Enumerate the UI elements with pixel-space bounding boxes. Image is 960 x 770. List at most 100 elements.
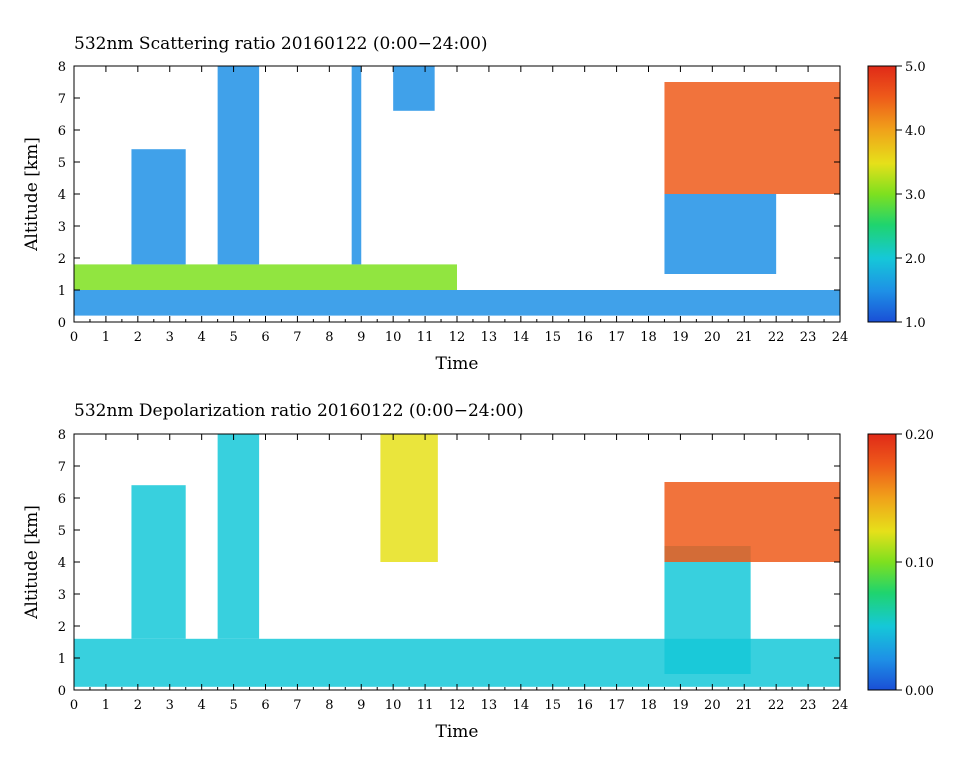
x-tick-label: 17 xyxy=(608,698,625,713)
panel-2-colorbar-ticks: 0.00 0.10 0.20 xyxy=(896,428,934,699)
x-tick-label: 2 xyxy=(134,330,142,345)
y-tick-label: 5 xyxy=(58,156,66,171)
x-tick-label: 17 xyxy=(608,330,625,345)
y-tick-label: 6 xyxy=(58,124,66,139)
y-tick-label: 4 xyxy=(58,188,66,203)
x-tick-label: 13 xyxy=(481,698,498,713)
x-tick-label: 9 xyxy=(357,698,365,713)
x-tick-label: 8 xyxy=(325,698,333,713)
colorbar-tick-label: 3.0 xyxy=(905,188,926,203)
heatmap-layer-4 xyxy=(351,66,362,265)
x-tick-label: 23 xyxy=(800,698,817,713)
colorbar-tick-label: 0.10 xyxy=(905,556,934,571)
panel-2-x-ticks: 0 1 2 3 4 5 6 7 8 9 10 11 12 13 14 15 16 17 18 19 20 21 22 23 24 xyxy=(70,434,848,713)
x-tick-label: 24 xyxy=(832,330,849,345)
y-tick-label: 5 xyxy=(58,524,66,539)
heatmap-layer-3 xyxy=(217,66,260,265)
heatmap-layer-6 xyxy=(664,82,840,194)
colorbar-tick-label: 1.0 xyxy=(905,316,926,331)
heatmap-layer-4 xyxy=(664,546,751,674)
panel-2-title: 532nm Depolarization ratio 20160122 (0:0… xyxy=(74,401,524,421)
x-tick-label: 12 xyxy=(449,330,466,345)
y-tick-label: 8 xyxy=(58,60,66,75)
x-tick-label: 13 xyxy=(481,330,498,345)
x-tick-label: 22 xyxy=(768,330,785,345)
x-tick-label: 14 xyxy=(513,330,530,345)
x-tick-label: 9 xyxy=(357,330,365,345)
x-tick-label: 3 xyxy=(166,330,174,345)
heatmap-layer-1 xyxy=(74,264,457,290)
panel-depolarization-ratio: 532nm Depolarization ratio 20160122 (0:0… xyxy=(22,401,934,742)
x-tick-label: 20 xyxy=(704,330,721,345)
x-tick-label: 5 xyxy=(229,330,237,345)
panel-1-y-ticks: 0 1 2 3 4 5 6 7 8 xyxy=(58,60,840,331)
y-tick-label: 1 xyxy=(58,652,66,667)
x-tick-label: 1 xyxy=(102,330,110,345)
panel-2-y-axis-label: Altitude [km] xyxy=(22,505,42,620)
heatmap-layer-7 xyxy=(664,194,777,274)
panel-1-colorbar-ticks: 1.0 2.0 3.0 4.0 5.0 xyxy=(896,60,926,331)
x-tick-label: 6 xyxy=(261,698,269,713)
y-tick-label: 7 xyxy=(58,460,66,475)
x-tick-label: 8 xyxy=(325,330,333,345)
x-tick-label: 2 xyxy=(134,698,142,713)
x-tick-label: 11 xyxy=(417,330,434,345)
heatmap-layer-1 xyxy=(131,485,186,639)
x-tick-label: 21 xyxy=(736,330,753,345)
x-tick-label: 1 xyxy=(102,698,110,713)
x-tick-label: 15 xyxy=(544,698,561,713)
heatmap-layer-2 xyxy=(217,434,260,639)
colorbar-tick-label: 0.20 xyxy=(905,428,934,443)
y-tick-label: 0 xyxy=(58,684,66,699)
x-tick-label: 4 xyxy=(198,698,206,713)
x-tick-label: 5 xyxy=(229,698,237,713)
x-tick-label: 18 xyxy=(640,698,657,713)
y-tick-label: 2 xyxy=(58,620,66,635)
x-tick-label: 24 xyxy=(832,698,849,713)
y-tick-label: 2 xyxy=(58,252,66,267)
x-tick-label: 4 xyxy=(198,330,206,345)
x-tick-label: 11 xyxy=(417,698,434,713)
x-tick-label: 19 xyxy=(672,698,689,713)
x-tick-label: 6 xyxy=(261,330,269,345)
panel-2-x-axis-label: Time xyxy=(436,722,479,742)
panel-2-colorbar xyxy=(867,433,897,691)
x-tick-label: 10 xyxy=(385,698,402,713)
heatmap-layer-5 xyxy=(393,66,435,111)
y-tick-label: 3 xyxy=(58,220,66,235)
panel-2-y-ticks: 0 1 2 3 4 5 6 7 8 xyxy=(58,428,840,699)
y-tick-label: 6 xyxy=(58,492,66,507)
y-tick-label: 0 xyxy=(58,316,66,331)
y-tick-label: 7 xyxy=(58,92,66,107)
x-tick-label: 7 xyxy=(293,698,301,713)
y-tick-label: 8 xyxy=(58,428,66,443)
panel-1-heatmap xyxy=(74,66,840,316)
x-tick-label: 10 xyxy=(385,330,402,345)
x-tick-label: 18 xyxy=(640,330,657,345)
x-tick-label: 20 xyxy=(704,698,721,713)
colorbar-tick-label: 0.00 xyxy=(905,684,934,699)
x-tick-label: 0 xyxy=(70,698,78,713)
heatmap-layer-0 xyxy=(74,290,840,316)
x-tick-label: 16 xyxy=(576,330,593,345)
x-tick-label: 0 xyxy=(70,330,78,345)
panel-1-x-axis-label: Time xyxy=(436,354,479,374)
x-tick-label: 12 xyxy=(449,698,466,713)
heatmap-layer-3 xyxy=(380,434,438,562)
x-tick-label: 16 xyxy=(576,698,593,713)
y-tick-label: 1 xyxy=(58,284,66,299)
heatmap-layer-5 xyxy=(664,482,840,562)
x-tick-label: 21 xyxy=(736,698,753,713)
x-tick-label: 7 xyxy=(293,330,301,345)
panel-1-colorbar xyxy=(867,65,897,323)
panel-scattering-ratio: 532nm Scattering ratio 20160122 (0:00−24… xyxy=(22,34,926,374)
x-tick-label: 19 xyxy=(672,330,689,345)
y-tick-label: 4 xyxy=(58,556,66,571)
heatmap-layer-2 xyxy=(131,149,186,265)
panel-1-title: 532nm Scattering ratio 20160122 (0:00−24… xyxy=(74,34,488,54)
panel-1-y-axis-label: Altitude [km] xyxy=(22,137,42,252)
colorbar-tick-label: 2.0 xyxy=(905,252,926,267)
x-tick-label: 22 xyxy=(768,698,785,713)
panel-2-heatmap xyxy=(74,434,840,687)
